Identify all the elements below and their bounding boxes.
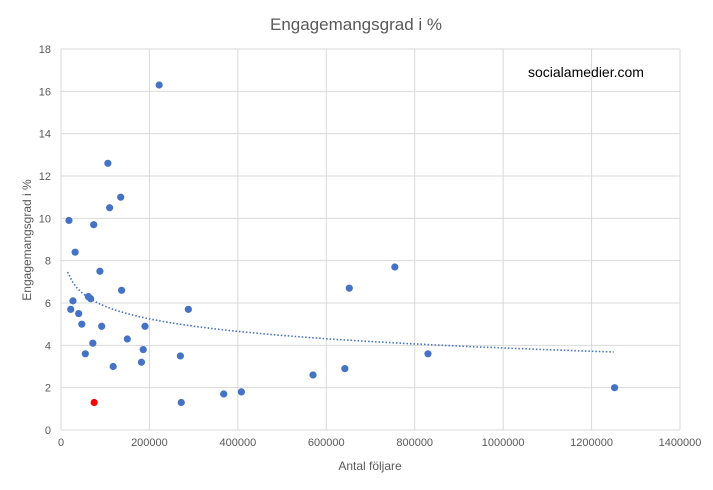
data-point (123, 335, 131, 343)
data-point (71, 248, 79, 256)
gridlines (60, 48, 681, 431)
data-point (109, 362, 117, 371)
y-tick-label: 6 (45, 298, 51, 310)
data-point (81, 350, 89, 358)
data-point (391, 263, 399, 271)
x-tick-label: 1400000 (659, 437, 702, 449)
data-point (98, 322, 106, 330)
data-point (117, 286, 126, 294)
x-tick-label: 1200000 (570, 437, 613, 449)
y-tick-label: 16 (39, 86, 51, 98)
x-tick-label: 400000 (219, 437, 256, 449)
data-point (345, 284, 353, 292)
data-point (177, 398, 185, 407)
data-point (139, 345, 147, 354)
data-point (610, 384, 619, 392)
y-axis-label: Engagemangsgrad i % (20, 179, 34, 301)
data-point (87, 295, 95, 303)
data-point (155, 81, 163, 89)
x-tick-label: 0 (58, 437, 64, 449)
x-tick-label: 600000 (308, 437, 345, 449)
data-point (137, 358, 146, 366)
x-tick-label: 200000 (131, 437, 168, 449)
y-tick-label: 4 (45, 340, 51, 352)
y-tick-label: 8 (45, 256, 51, 268)
x-axis-ticks: 0 200000 400000 600000 800000 1000000 1200000 1… (58, 437, 701, 449)
y-tick-label: 2 (45, 383, 51, 395)
data-points (65, 81, 619, 407)
chart-title: Engagemangsgrad i % (270, 15, 442, 34)
trendline (66, 271, 614, 353)
data-point (89, 339, 97, 347)
x-tick-label: 800000 (396, 437, 433, 449)
data-point (78, 320, 86, 328)
data-point (67, 305, 75, 313)
data-point (341, 365, 349, 373)
data-point (141, 322, 149, 330)
data-point (424, 350, 432, 358)
y-tick-label: 14 (39, 129, 51, 141)
y-tick-label: 10 (39, 213, 51, 225)
watermark-text: socialamedier.com (528, 64, 644, 80)
highlighted-data-point (90, 398, 98, 407)
x-tick-label: 1000000 (482, 437, 525, 449)
data-point (220, 390, 228, 398)
y-tick-label: 12 (39, 171, 51, 183)
data-point (96, 267, 104, 275)
data-point (237, 388, 245, 396)
y-tick-label: 0 (45, 425, 51, 437)
data-point (117, 193, 125, 201)
y-tick-label: 18 (39, 44, 51, 56)
data-point (106, 204, 114, 212)
data-point (65, 216, 73, 225)
data-point (184, 305, 192, 313)
data-point (176, 352, 184, 360)
data-point (69, 297, 77, 305)
data-point (309, 371, 317, 379)
x-axis-label: Antal följare (338, 459, 402, 473)
trendline-path (66, 271, 614, 353)
data-point (90, 221, 98, 229)
y-axis-ticks: 0 2 4 6 8 10 12 14 16 18 (39, 44, 51, 437)
data-point (75, 309, 83, 318)
data-point (104, 159, 112, 167)
